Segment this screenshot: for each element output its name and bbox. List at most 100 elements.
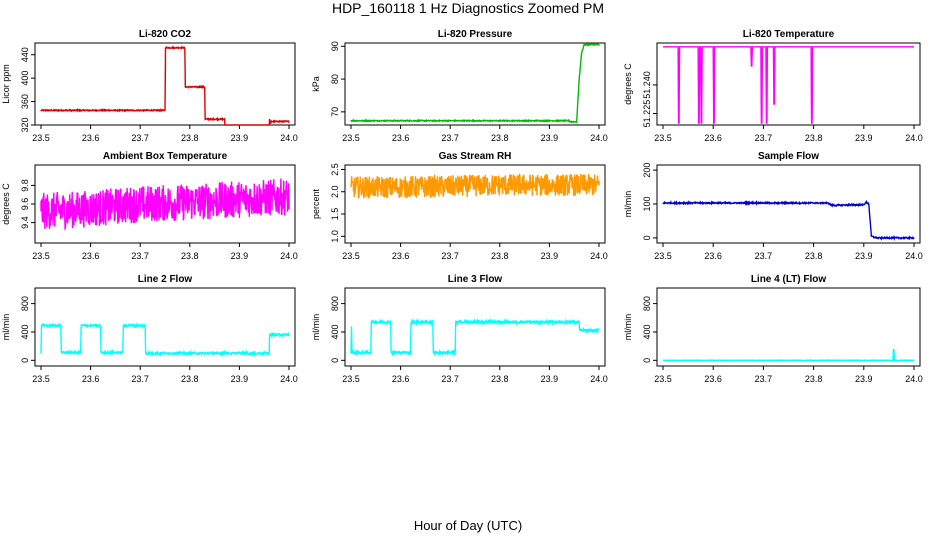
x-tick-label: 24.0: [280, 251, 298, 261]
series-line: [40, 178, 290, 231]
x-tick-label: 23.8: [181, 133, 199, 143]
panel-title: Line 4 (LT) Flow: [751, 274, 827, 285]
x-tick-label: 23.6: [82, 251, 100, 261]
x-tick-label: 23.9: [231, 251, 249, 261]
panel-8: Line 3 Flow 23.5 23.6 23.7 23.8 23.9 24.0 0 400 8…: [311, 274, 608, 384]
x-tick-label: 23.8: [181, 251, 199, 261]
x-tick-label: 23.7: [755, 251, 773, 261]
panel-3: Li-820 Temperature 23.5 23.6 23.7 23.8 23.9 24…: [623, 29, 923, 143]
y-tick-label: 2.5: [330, 163, 340, 176]
series-line: [40, 45, 290, 126]
x-tick-label: 23.9: [541, 251, 559, 261]
y-tick-label: 400: [330, 324, 340, 339]
panel-1: Li-820 CO2 23.5 23.6 23.7 23.8 23.9 24.0 320 360…: [1, 29, 298, 143]
x-tick-label: 23.8: [805, 374, 823, 384]
y-tick-label: 0: [642, 235, 652, 240]
x-tick-label: 23.7: [131, 133, 149, 143]
x-tick-label: 23.9: [231, 133, 249, 143]
y-tick-label: 400: [642, 324, 652, 339]
plot-frame: [344, 42, 606, 126]
panel-6: Sample Flow 23.5 23.6 23.7 23.8 23.9 24.0 0 100 2…: [623, 151, 923, 261]
y-tick-label: 400: [20, 71, 30, 86]
y-axis-label: ml/min: [623, 314, 633, 341]
panel-title: Li-820 Temperature: [743, 29, 835, 40]
x-tick-label: 23.6: [704, 251, 722, 261]
x-tick-label: 23.7: [441, 374, 459, 384]
x-tick-label: 24.0: [590, 133, 608, 143]
y-tick-label: 80: [330, 74, 340, 84]
x-tick-label: 23.7: [131, 374, 149, 384]
x-tick-label: 23.6: [82, 133, 100, 143]
x-tick-label: 23.9: [541, 374, 559, 384]
y-axis-label: ml/min: [311, 314, 321, 341]
panel-9: Line 4 (LT) Flow 23.5 23.6 23.7 23.8 23.9 24.0…: [623, 274, 923, 384]
x-tick-label: 23.5: [654, 251, 672, 261]
plot-frame: [344, 287, 606, 367]
panel-title: Gas Stream RH: [439, 151, 512, 162]
y-tick-label: 9.6: [20, 198, 30, 211]
y-tick-label: 51.240: [642, 71, 652, 99]
x-tick-label: 23.7: [755, 133, 773, 143]
x-tick-label: 24.0: [590, 251, 608, 261]
y-axis-label: degrees C: [1, 183, 11, 225]
y-tick-label: 51.225: [642, 100, 652, 128]
y-tick-label: 0: [20, 358, 30, 363]
series-line: [40, 322, 290, 357]
x-tick-label: 24.0: [905, 133, 923, 143]
y-tick-label: 9.4: [20, 216, 30, 229]
x-tick-label: 24.0: [280, 374, 298, 384]
y-tick-label: 9.8: [20, 179, 30, 192]
panel-title: Sample Flow: [758, 151, 819, 162]
x-tick-label: 23.6: [392, 374, 410, 384]
x-tick-label: 23.6: [392, 133, 410, 143]
y-tick-label: 1.0: [330, 230, 340, 243]
x-tick-label: 23.9: [855, 251, 873, 261]
x-tick-label: 23.5: [654, 133, 672, 143]
panel-2: Li-820 Pressure 23.5 23.6 23.7 23.8 23.9 24.0 7…: [311, 29, 608, 143]
y-tick-label: 800: [20, 296, 30, 311]
x-tick-label: 24.0: [905, 374, 923, 384]
x-tick-label: 23.5: [32, 374, 50, 384]
y-tick-label: 0: [330, 358, 340, 363]
x-tick-label: 23.8: [181, 374, 199, 384]
panel-title: Line 2 Flow: [138, 274, 193, 285]
x-tick-label: 23.6: [392, 251, 410, 261]
y-axis-label: ml/min: [623, 191, 633, 218]
x-tick-label: 23.9: [855, 133, 873, 143]
x-tick-label: 24.0: [590, 374, 608, 384]
plot-frame: [656, 42, 921, 126]
x-tick-label: 23.8: [491, 374, 509, 384]
y-tick-label: 400: [20, 324, 30, 339]
x-tick-label: 23.8: [491, 251, 509, 261]
x-tick-label: 23.5: [32, 251, 50, 261]
plot-frame: [656, 164, 921, 244]
x-tick-label: 23.7: [755, 374, 773, 384]
y-axis-label: kPa: [311, 76, 321, 92]
panel-title: Line 3 Flow: [448, 274, 503, 285]
x-tick-label: 23.5: [654, 374, 672, 384]
y-axis-label: percent: [311, 188, 321, 219]
y-tick-label: 100: [642, 196, 652, 211]
x-tick-label: 23.9: [541, 133, 559, 143]
figure-title: HDP_160118 1 Hz Diagnostics Zoomed PM: [331, 0, 605, 16]
x-tick-label: 24.0: [280, 133, 298, 143]
x-tick-label: 23.8: [805, 133, 823, 143]
y-tick-label: 320: [20, 117, 30, 132]
x-tick-label: 23.9: [855, 374, 873, 384]
y-tick-label: 70: [330, 107, 340, 117]
y-tick-label: 800: [642, 296, 652, 311]
series-line: [350, 318, 600, 357]
x-tick-label: 23.7: [131, 251, 149, 261]
x-tick-label: 23.5: [32, 133, 50, 143]
plot-frame: [34, 287, 296, 367]
y-axis-label: Licor ppm: [1, 64, 11, 104]
x-tick-label: 23.6: [82, 374, 100, 384]
x-tick-label: 23.6: [704, 374, 722, 384]
plot-frame: [34, 42, 296, 126]
y-tick-label: 440: [20, 47, 30, 62]
x-tick-label: 23.9: [231, 374, 249, 384]
panel-5: Gas Stream RH 23.5 23.6 23.7 23.8 23.9 24.0 1.0…: [311, 151, 608, 261]
y-tick-label: 360: [20, 94, 30, 109]
